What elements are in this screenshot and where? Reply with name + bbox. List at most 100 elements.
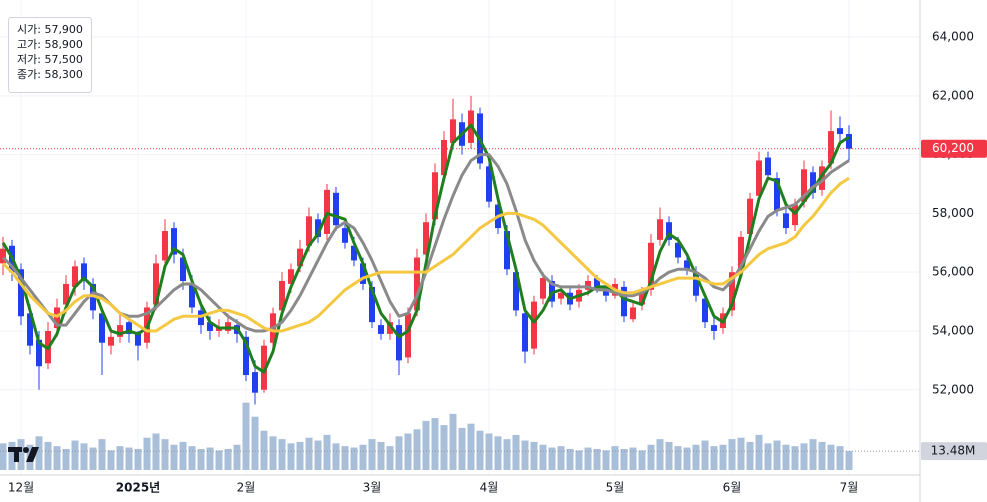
volume-bar [638,450,646,470]
volume-bar [413,429,421,470]
candle-body [540,278,546,299]
volume-bar [233,444,241,470]
volume-bar [206,447,214,470]
x-tick-label: 4월 [480,481,499,495]
candle-body [441,139,447,176]
candle-body [684,260,690,270]
volume-bar [197,448,205,470]
candle-body [774,178,780,211]
candle-body [810,172,816,193]
volume-bar [350,447,358,470]
volume-bar [674,446,682,470]
volume-bar [791,446,799,470]
volume-bar [215,450,223,470]
candle-body [846,134,852,149]
volume-bar [431,418,439,470]
volume-bar [845,451,853,470]
volume-bar [323,434,331,470]
volume-bar [710,446,718,470]
volume-bar [656,439,664,470]
candle-body [117,325,123,337]
volume-bar [467,423,475,470]
grid [0,0,920,475]
logo-part [14,447,19,462]
candle-body [819,166,825,190]
candle-body [72,266,78,287]
volume-bar [125,447,133,470]
x-tick-label: 3월 [363,481,382,495]
x-tick-label: 2월 [237,481,256,495]
volume-bar [242,402,250,470]
candle-body [315,219,321,237]
volume-bar [575,450,583,470]
candle-body [675,242,681,258]
candle-body [747,198,753,234]
volume-bar [809,439,817,470]
volume-bar [521,440,529,470]
candle-body [252,372,258,393]
volume-bar [422,420,430,470]
candle-body [414,257,420,311]
candle-body [108,336,114,346]
volume-bar [557,446,565,470]
ohlc-info-box: 시가: 57,900 고가: 58,900 저가: 57,500 종가: 58,… [8,17,92,93]
y-tick-label: 56,000 [932,265,974,279]
candle-body [432,172,438,220]
volume-bar [368,439,376,470]
volume-bar [746,441,754,470]
candle-body [63,283,69,305]
candle-body [522,313,528,352]
volume-bar [0,443,7,470]
candle-body [351,245,357,261]
candle-body [837,128,843,135]
candle-body [189,283,195,308]
volume-bar [620,448,628,470]
volume-bar [188,446,196,470]
volume-bar [593,448,601,470]
volume-bar [683,447,691,470]
volume-bar [584,447,592,470]
volume-bar [179,441,187,470]
volume-bar [134,448,142,470]
volume-bar [737,437,745,470]
candle-body [639,292,645,305]
candle-body [387,322,393,334]
last-volume-box [921,442,987,461]
candle-body [666,222,672,240]
x-tick-label: 6월 [723,481,742,495]
volume-bar [692,444,700,470]
candle-body [648,242,654,290]
candle-body [369,286,375,323]
candle-body [27,313,33,346]
volume-bar [782,444,790,470]
x-tick-label: 2025년 [116,481,160,495]
candle-body [0,248,6,264]
info-line: 시가: 57,900 [17,23,83,36]
volume-bar [296,441,304,470]
volume-bar [701,440,709,470]
volume-bar [404,433,412,470]
volume-bar [116,446,124,470]
candle-body [342,228,348,243]
candle-body [711,325,717,331]
volume-bar [251,416,259,470]
candle-body [306,216,312,246]
volume-bar [89,447,97,470]
candle-body [18,269,24,317]
candle-body [333,192,339,226]
volume-bar [629,447,637,470]
volume-bar [836,446,844,470]
candle-body [486,166,492,202]
volume-bar [647,444,655,470]
last-price-label: 60,200 [932,141,974,155]
volume-bar [152,433,160,470]
volume-bar [440,425,448,470]
candle-body [360,263,366,284]
info-line: 종가: 58,300 [17,68,83,81]
volume-bar [143,437,151,470]
volume-bar [278,439,286,470]
candle-body [801,169,807,202]
